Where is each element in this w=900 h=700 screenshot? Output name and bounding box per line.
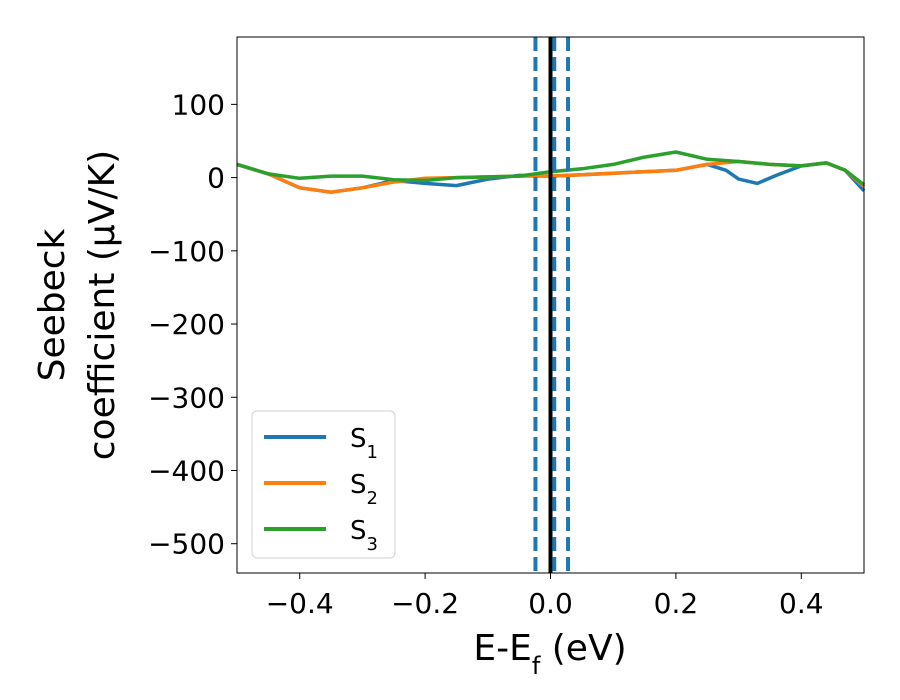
- vline-layer: [533, 37, 571, 573]
- y-tick-label: −400: [148, 454, 225, 487]
- x-ticks: −0.4 −0.2 0.0 0.2 0.4: [266, 573, 824, 620]
- y-tick-label: −200: [148, 308, 225, 341]
- y-tick-label: 0: [207, 162, 225, 195]
- x-tick-label: 0.0: [528, 587, 573, 620]
- x-tick-label: 0.4: [779, 587, 824, 620]
- x-tick-label: 0.2: [654, 587, 699, 620]
- y-tick-label: 100: [172, 88, 225, 121]
- x-tick-label: −0.2: [391, 587, 459, 620]
- y-axis-label-line2: coefficient (μV/K): [82, 150, 123, 460]
- x-tick-label: −0.4: [266, 587, 334, 620]
- y-axis-label-line1: Seebeck: [32, 228, 73, 381]
- y-ticks: 100 0 −100 −200 −300 −400 −500: [148, 88, 237, 561]
- x-axis-label: E-Ef (eV): [473, 628, 626, 680]
- y-axis-label: Seebeck coefficient (μV/K): [32, 150, 123, 460]
- y-tick-label: −100: [148, 235, 225, 268]
- y-tick-label: −300: [148, 381, 225, 414]
- y-tick-label: −500: [148, 528, 225, 561]
